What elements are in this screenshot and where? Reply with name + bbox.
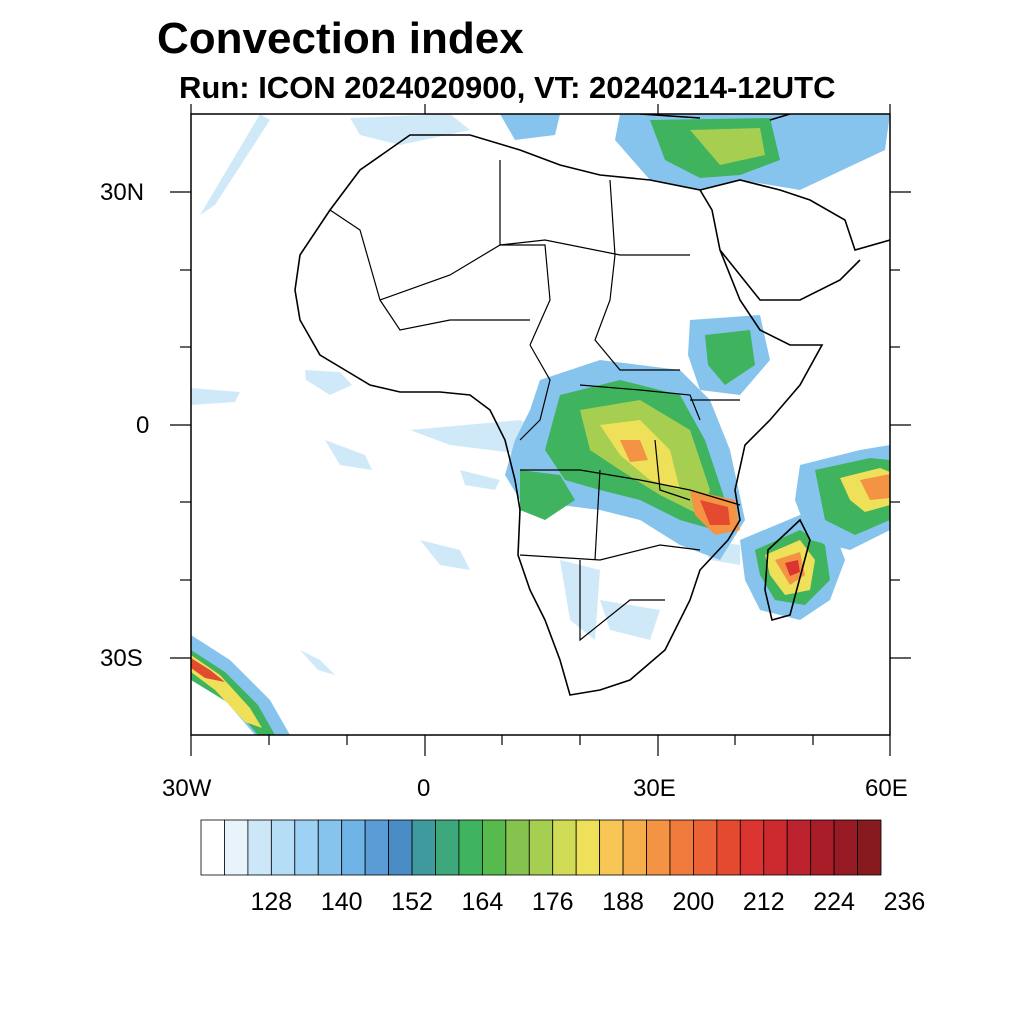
- colorbar-tick-label: 152: [391, 888, 433, 916]
- colorbar-swatch: [857, 819, 882, 876]
- colorbar-tick-label: 224: [813, 888, 855, 916]
- lon-label-30w: 30W: [162, 775, 212, 802]
- map-title: Convection index: [157, 14, 524, 63]
- colorbar-swatch: [693, 819, 718, 876]
- colorbar-swatch: [575, 819, 601, 876]
- map-subtitle: Run: ICON 2024020900, VT: 20240214-12UTC: [179, 70, 836, 105]
- convection-map: [170, 104, 911, 756]
- lon-label-0: 0: [417, 775, 431, 802]
- colorbar-tick-label: 236: [883, 888, 926, 916]
- colorbar-swatch: [786, 819, 812, 876]
- colorbar-swatch: [552, 819, 577, 876]
- colorbar-swatch: [739, 819, 765, 876]
- colorbar-swatch: [599, 819, 624, 876]
- colorbar-swatch: [810, 819, 835, 876]
- colorbar-swatch: [763, 819, 788, 876]
- colorbar-swatch: [294, 819, 319, 876]
- lat-label-30s: 30S: [100, 645, 143, 672]
- colorbar-swatch: [247, 819, 272, 876]
- colorbar-tick-label: 176: [531, 888, 574, 916]
- colorbar-swatch: [341, 819, 366, 876]
- colorbar-swatch: [622, 819, 647, 876]
- convection-field: [191, 114, 890, 735]
- colorbar-swatch: [435, 819, 460, 876]
- colorbar-tick-label: 188: [602, 888, 644, 916]
- colorbar-swatch: [646, 819, 671, 876]
- colorbar-swatch: [505, 819, 530, 876]
- lat-label-0: 0: [136, 412, 150, 439]
- axis-ticks: [170, 104, 911, 756]
- colorbar-tick-label: 128: [250, 888, 293, 916]
- colorbar-swatch: [528, 819, 554, 876]
- colorbar-swatch: [224, 819, 249, 876]
- colorbar-swatch: [411, 819, 436, 876]
- colorbar-tick-label: 164: [461, 888, 504, 916]
- lat-label-30n: 30N: [100, 179, 145, 206]
- colorbar-tick-label: 140: [320, 888, 363, 916]
- lon-label-30e: 30E: [633, 775, 676, 802]
- colorbar-tick-label: 200: [672, 888, 715, 916]
- colorbar-swatch: [833, 819, 858, 876]
- colorbar-swatch: [364, 819, 389, 876]
- colorbar-swatch: [270, 819, 296, 876]
- colorbar-tick-label: 212: [742, 888, 785, 916]
- colorbar-swatch: [388, 819, 413, 876]
- country-borders: [329, 160, 741, 642]
- colorbar-swatch: [669, 819, 694, 876]
- colorbar: [200, 819, 882, 876]
- colorbar-swatch: [317, 819, 343, 876]
- colorbar-swatch: [481, 819, 507, 876]
- colorbar-swatch: [200, 819, 225, 876]
- lon-label-60e: 60E: [865, 775, 908, 802]
- colorbar-swatch: [458, 819, 483, 876]
- colorbar-swatch: [716, 819, 741, 876]
